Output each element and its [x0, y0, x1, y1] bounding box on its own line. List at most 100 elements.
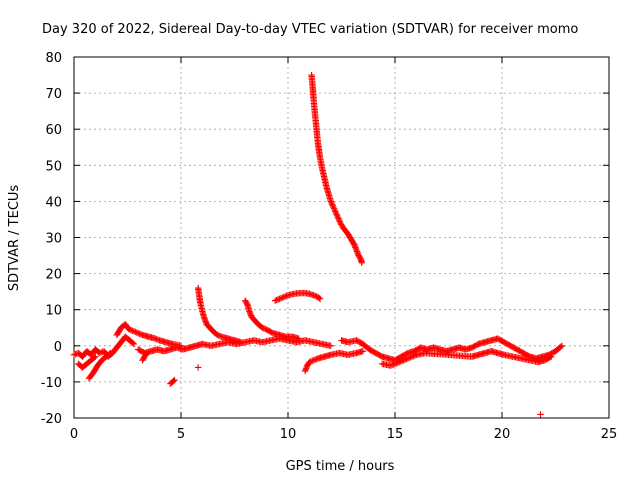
data-point	[330, 203, 337, 211]
data-point	[194, 364, 202, 371]
data-point	[404, 355, 412, 362]
data-point	[406, 354, 413, 362]
data-point	[215, 332, 223, 339]
x-tick-label: 20	[494, 427, 511, 442]
y-tick-label: -20	[41, 412, 62, 427]
data-point	[546, 354, 554, 361]
series-isolated-5.8	[194, 364, 202, 371]
data-point	[401, 356, 409, 363]
tick-labels: 0 5 10 15 20 25 -20 -10 0 10 20 30 40 50 60 70 80	[41, 51, 618, 442]
series-arc-10	[271, 289, 324, 304]
data-point	[548, 353, 555, 360]
data-point	[96, 349, 103, 357]
data-point	[142, 351, 150, 358]
data-point	[335, 216, 343, 224]
data-point	[91, 354, 98, 361]
data-point	[557, 343, 565, 350]
data-point	[390, 361, 397, 368]
data-point	[315, 294, 323, 302]
data-point	[307, 358, 315, 365]
data-point	[334, 212, 341, 220]
data-point	[259, 324, 266, 331]
data-point	[127, 326, 135, 334]
y-tick-label: 80	[45, 51, 62, 66]
data-point	[388, 361, 396, 369]
plot-frame	[73, 56, 610, 419]
data-point	[137, 331, 145, 338]
series-low-10.8	[301, 348, 367, 375]
x-tick-label: 25	[601, 427, 618, 442]
y-tick-label: -10	[41, 376, 62, 391]
data-point	[328, 201, 336, 208]
data-point	[310, 292, 317, 299]
data-point	[407, 354, 414, 361]
series-band-mid	[135, 335, 334, 357]
x-tick-label: 5	[177, 427, 185, 442]
y-tick-label: 40	[45, 195, 62, 210]
data-point	[170, 377, 177, 385]
data-point	[129, 339, 137, 347]
x-tick-label: 15	[387, 427, 404, 442]
data-point	[154, 336, 162, 343]
data-point	[358, 259, 366, 266]
y-tick-label: 30	[45, 232, 62, 247]
data-point	[92, 353, 99, 360]
data-point	[130, 340, 138, 348]
data-point	[327, 198, 334, 205]
y-axis-label: SDTVAR / TECUs	[7, 185, 22, 292]
series-isolated-21.8	[537, 411, 544, 418]
data-point	[129, 327, 136, 334]
data-point	[330, 205, 338, 212]
data-point	[313, 355, 320, 363]
x-tick-label: 0	[70, 427, 78, 442]
data-point	[332, 209, 340, 217]
data-point	[310, 357, 317, 364]
data-point	[397, 358, 404, 365]
data-point	[400, 357, 407, 364]
series-spike-5.8	[194, 284, 245, 346]
data-point	[410, 352, 417, 360]
data-point	[133, 329, 140, 336]
data-point	[152, 335, 159, 342]
data-point	[126, 326, 133, 333]
data-point	[393, 360, 400, 367]
data-point	[336, 218, 343, 225]
data-point	[311, 356, 319, 363]
data-point	[136, 330, 143, 337]
data-point	[558, 342, 566, 349]
series-dip-late	[378, 348, 555, 369]
data-point	[106, 350, 113, 358]
data-point	[107, 349, 114, 357]
y-tick-label: 70	[45, 87, 62, 102]
series-dip-1	[85, 349, 114, 382]
y-tick-label: 0	[54, 340, 62, 355]
data-point	[328, 199, 335, 207]
data-point	[283, 292, 290, 300]
data-point	[271, 297, 279, 304]
data-point	[279, 294, 286, 301]
data-point	[135, 329, 142, 337]
y-tick-label: 50	[45, 159, 62, 174]
data-point	[273, 296, 280, 304]
data-point	[411, 352, 419, 359]
data-point	[403, 355, 410, 363]
chart-title: Day 320 of 2022, Sidereal Day-to-day VTE…	[42, 22, 578, 37]
data-point	[311, 292, 319, 300]
series-isolated-4.5	[167, 376, 178, 387]
data-point	[332, 208, 339, 215]
data-point	[329, 202, 336, 209]
data-point	[327, 342, 334, 349]
data-point	[261, 325, 269, 333]
data-point	[130, 328, 138, 335]
data-point	[295, 335, 302, 342]
data-point	[281, 293, 289, 300]
y-tick-label: 20	[45, 268, 62, 283]
series-decay-11	[308, 71, 366, 266]
data-point	[217, 332, 224, 340]
data-point	[331, 206, 338, 214]
data-point	[391, 360, 399, 368]
data-point	[306, 358, 313, 366]
data-point	[396, 358, 403, 366]
data-point	[387, 362, 394, 369]
